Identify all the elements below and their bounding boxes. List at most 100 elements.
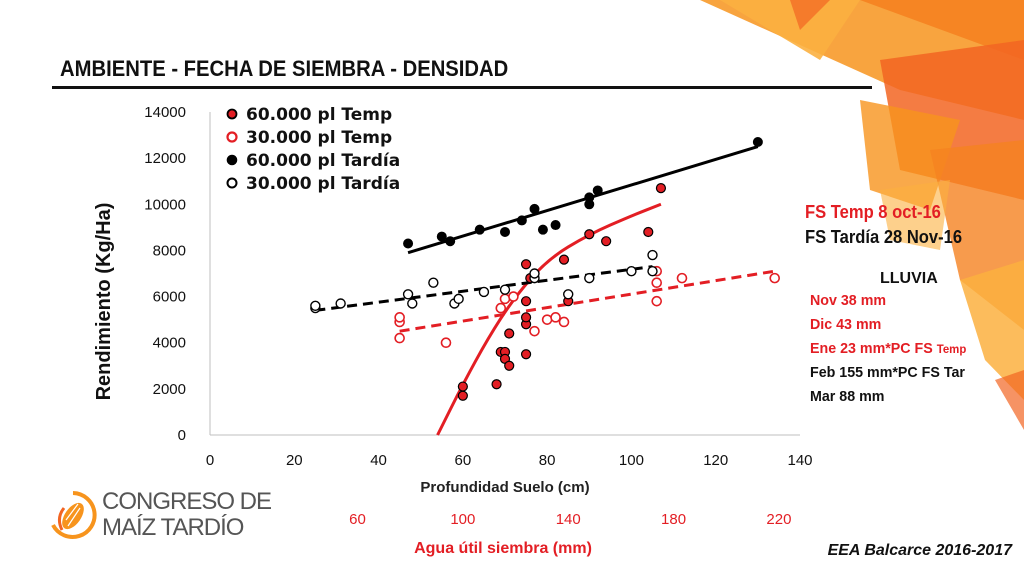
data-point — [541, 314, 553, 325]
rainfall-row-text: Ene 23 mm*PC FS — [810, 340, 937, 357]
x-tick-label: 100 — [619, 452, 644, 469]
rainfall-title: LLUVIA — [880, 270, 938, 287]
data-point — [584, 192, 595, 203]
x-tick-label: 60 — [455, 452, 472, 469]
y-tick-label: 2000 — [153, 381, 186, 398]
rainfall-row: Dic 43 mm — [810, 316, 881, 333]
data-point — [651, 295, 663, 307]
x-tick-label: 80 — [539, 452, 556, 469]
corn-cob-icon — [51, 491, 97, 539]
data-point — [584, 272, 595, 284]
chart-legend: 60.000 pl Temp 30.000 pl Temp 60.000 pl Ta… — [226, 105, 400, 194]
data-point — [403, 238, 414, 249]
x-tick-label: 140 — [787, 452, 812, 469]
data-point — [769, 272, 781, 284]
data-point — [655, 183, 667, 194]
data-point — [558, 316, 570, 328]
y-axis-label: Rendimiento (Kg/Ha) — [93, 203, 115, 401]
data-point — [394, 332, 405, 344]
data-point — [499, 293, 511, 305]
y-tick-label: 0 — [178, 427, 186, 444]
data-point — [504, 360, 515, 371]
data-point — [584, 229, 595, 240]
data-point — [508, 291, 519, 302]
data-point — [402, 289, 414, 300]
data-point — [529, 325, 540, 337]
data-point — [520, 296, 532, 307]
data-point — [529, 203, 540, 214]
y-tick-label: 8000 — [153, 242, 186, 259]
data-point — [516, 215, 527, 226]
rainfall-row-text: Dic 43 mm — [810, 316, 882, 333]
legend-marker — [226, 131, 238, 143]
sowing-date-temp: FS Temp 8 oct-16 — [805, 202, 941, 222]
rainfall-row: Mar 88 mm — [810, 388, 884, 405]
data-point — [592, 185, 603, 196]
secondary-tick-label: 220 — [766, 511, 791, 528]
data-point — [407, 298, 418, 309]
data-point — [428, 277, 439, 288]
data-point — [500, 226, 510, 237]
data-point — [520, 349, 532, 360]
source-label: EEA Balcarce 2016-2017 — [827, 542, 1012, 559]
y-tick-label: 12000 — [144, 150, 186, 167]
legend-marker — [226, 177, 238, 189]
data-point — [499, 284, 511, 295]
page-title: AMBIENTE - FECHA DE SIEMBRA - DENSIDAD — [60, 56, 509, 81]
logo-line1: CONGRESO DE — [102, 488, 272, 515]
data-point — [626, 265, 637, 277]
y-tick-label: 14000 — [144, 104, 186, 121]
data-point — [491, 379, 502, 390]
data-point — [474, 224, 485, 235]
data-point — [643, 226, 654, 238]
sowing-date-tardia: FS Tardía 28 Nov-16 — [805, 227, 963, 247]
legend-label: 60.000 pl Temp — [246, 105, 392, 125]
data-point — [440, 337, 452, 349]
rainfall-row-text: Mar 88 mm — [810, 388, 885, 405]
legend-label: 30.000 pl Temp — [246, 128, 392, 148]
data-point — [676, 272, 688, 284]
legend-label: 60.000 pl Tardía — [246, 151, 400, 171]
data-point — [550, 220, 561, 231]
data-point — [537, 224, 548, 235]
secondary-tick-label: 140 — [556, 511, 581, 528]
rainfall-row-text: Feb 155 mm*PC FS Tar — [810, 364, 965, 381]
data-point — [495, 302, 507, 314]
rainfall-row-text: Nov 38 mm — [810, 292, 887, 309]
data-point — [453, 293, 464, 305]
secondary-tick-label: 180 — [661, 511, 686, 528]
x-axis-label: Profundidad Suelo (cm) — [420, 479, 589, 496]
y-tick-label: 4000 — [153, 335, 186, 352]
data-point — [520, 259, 532, 270]
y-tick-label: 10000 — [144, 196, 186, 213]
data-point — [563, 289, 574, 300]
y-tick-label: 6000 — [153, 289, 186, 306]
data-point — [529, 268, 540, 279]
congress-logo-text: CONGRESO DE MAÍZ TARDÍO — [102, 488, 272, 541]
logo-line2: MAÍZ TARDÍO — [102, 514, 244, 541]
legend-marker — [226, 154, 238, 166]
trend-line — [407, 145, 759, 255]
x-tick-label: 120 — [703, 452, 728, 469]
rainfall-row: Nov 38 mm — [810, 292, 886, 309]
legend-label: 30.000 pl Tardía — [246, 174, 400, 194]
data-point — [394, 312, 405, 323]
x-tick-label: 20 — [286, 452, 303, 469]
data-point — [601, 236, 612, 247]
data-point — [647, 265, 658, 277]
title-underline — [52, 86, 872, 89]
data-point — [752, 136, 763, 147]
data-point — [651, 277, 663, 289]
data-point — [436, 231, 447, 242]
data-point — [550, 312, 561, 323]
data-point — [335, 298, 346, 309]
secondary-axis-label: Agua útil siembra (mm) — [414, 540, 592, 557]
chart-axes: 0 20 40 60 80 100 120 140 0 2000 4000 6000 8000 10000… — [93, 104, 813, 557]
data-point — [457, 381, 468, 392]
secondary-tick-label: 60 — [349, 511, 366, 528]
data-points — [310, 136, 781, 401]
x-tick-label: 40 — [370, 452, 387, 469]
x-tick-label: 0 — [206, 452, 214, 469]
data-point — [478, 286, 490, 298]
